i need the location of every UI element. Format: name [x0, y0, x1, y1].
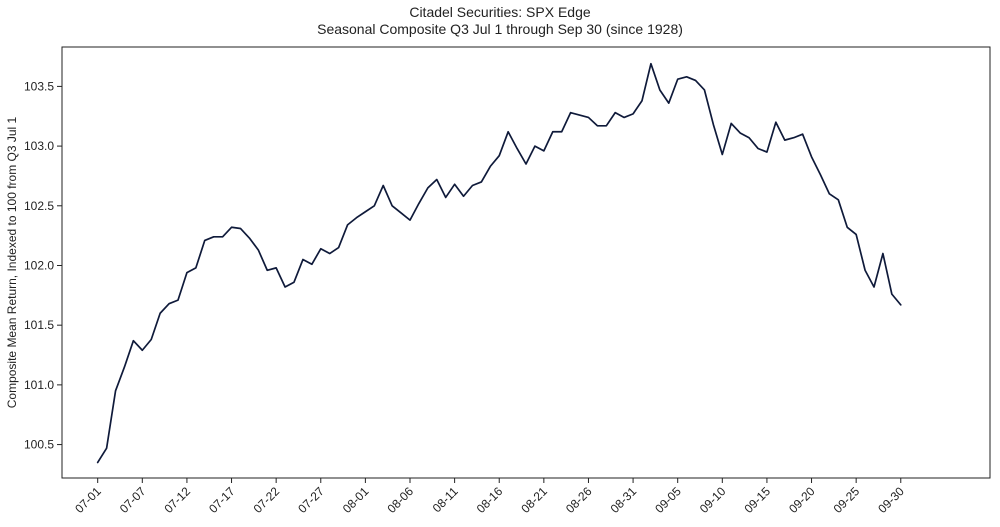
x-tick-label: 07-27 — [295, 484, 327, 516]
plot-area-border — [61, 46, 991, 479]
x-tick-label: 08-31 — [608, 484, 640, 516]
y-tick-label: 103.0 — [24, 139, 54, 153]
y-tick-label: 101.0 — [24, 378, 54, 392]
y-tick-label: 100.5 — [24, 438, 54, 452]
x-tick-label: 08-26 — [563, 484, 595, 516]
chart-title: Citadel Securities: SPX Edge — [409, 4, 591, 20]
x-tick-label: 08-06 — [385, 484, 417, 516]
y-tick-label: 102.0 — [24, 258, 54, 272]
x-tick-label: 07-22 — [251, 484, 283, 516]
y-axis: 100.5 101.0 101.5 102.0 102.5 103.0 103.5 — [24, 79, 62, 452]
chart-subtitle: Seasonal Composite Q3 Jul 1 through Sep … — [317, 21, 683, 37]
x-tick-label: 08-16 — [474, 484, 506, 516]
x-axis: 07-01 07-07 07-12 07-17 07-22 07-27 08-01 08-06… — [72, 478, 907, 516]
x-tick-label: 07-12 — [161, 484, 193, 516]
x-tick-label: 07-07 — [117, 484, 149, 516]
x-tick-label: 09-10 — [697, 484, 729, 516]
y-tick-label: 102.5 — [24, 199, 54, 213]
plot-frame — [61, 46, 991, 479]
x-tick-label: 09-20 — [786, 484, 818, 516]
x-tick-label: 07-17 — [206, 484, 238, 516]
y-tick-label: 103.5 — [24, 79, 54, 93]
y-tick-label: 101.5 — [24, 318, 54, 332]
x-tick-label: 09-30 — [875, 484, 907, 516]
x-tick-label: 08-21 — [518, 484, 550, 516]
x-tick-label: 08-11 — [430, 484, 461, 515]
series-layer — [96, 62, 902, 464]
series-line — [96, 62, 902, 464]
chart-title-block: Citadel Securities: SPX Edge Seasonal Co… — [0, 4, 1000, 38]
x-tick-label: 07-01 — [72, 484, 104, 516]
x-tick-label: 09-05 — [652, 484, 684, 516]
x-tick-label: 09-25 — [831, 484, 863, 516]
y-axis-label: Composite Mean Return, Indexed to 100 fr… — [5, 116, 19, 408]
x-tick-label: 08-01 — [340, 484, 372, 516]
x-tick-label: 09-15 — [741, 484, 773, 516]
